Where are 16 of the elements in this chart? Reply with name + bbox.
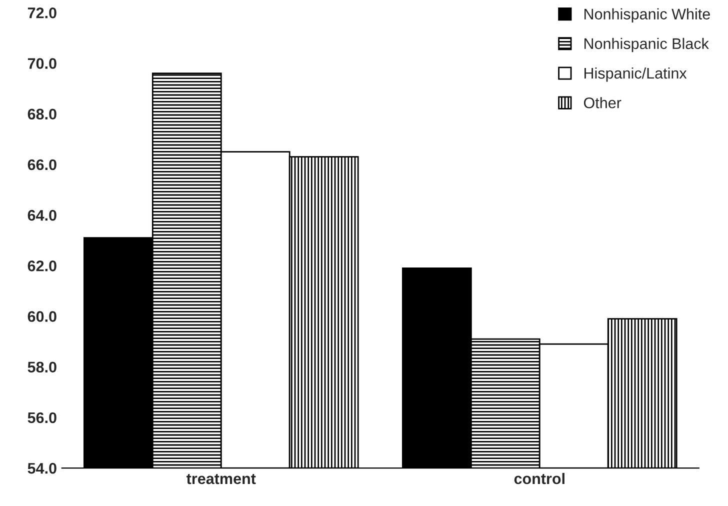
y-tick-label: 54.0	[28, 462, 56, 474]
y-tick-label: 58.0	[28, 362, 56, 373]
legend-label: Nonhispanic Black	[584, 38, 709, 52]
y-tick-label: 72.0	[28, 8, 56, 18]
y-tick-label: 62.0	[28, 260, 56, 272]
legend-label: Hispanic/Latinx	[584, 67, 687, 82]
y-tick-label: 66.0	[28, 159, 56, 170]
legend-label: Other	[584, 97, 622, 108]
y-tick-label: 70.0	[28, 58, 56, 69]
legend-label: Nonhispanic White	[584, 8, 710, 23]
y-tick-label: 68.0	[28, 108, 56, 120]
x-tick-label: treatment	[186, 474, 256, 484]
x-tick-label: control	[514, 472, 564, 484]
y-tick-label: 56.0	[28, 412, 56, 424]
y-tick-label: 64.0	[28, 210, 56, 221]
y-tick-label: 60.0	[28, 311, 56, 322]
